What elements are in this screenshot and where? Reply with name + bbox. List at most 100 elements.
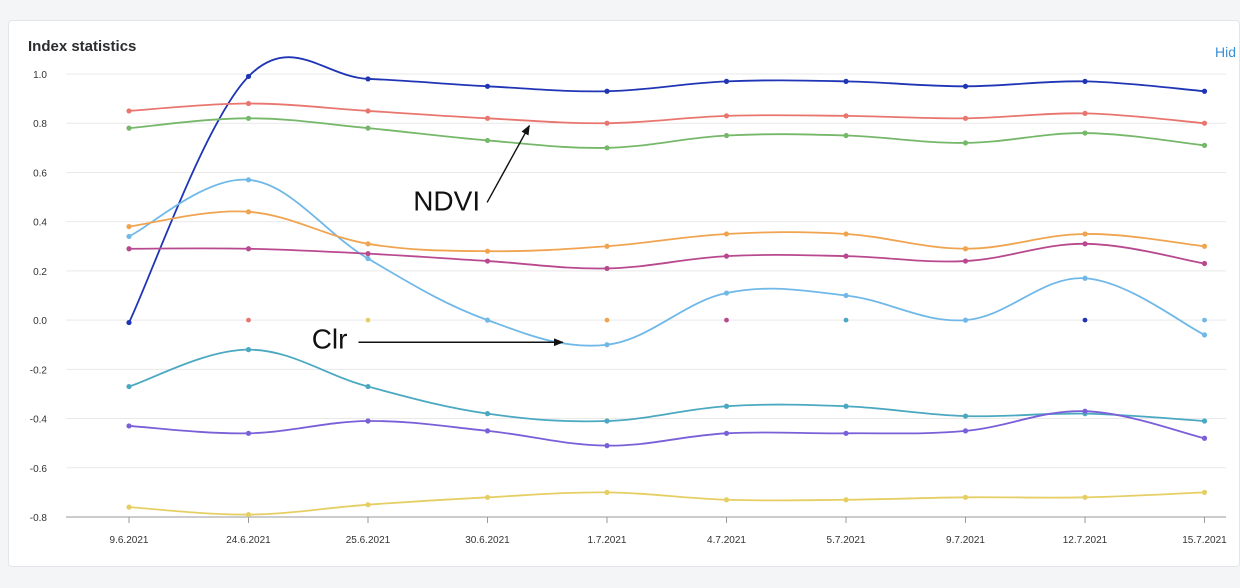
data-point (962, 83, 969, 89)
x-tick-label: 12.7.2021 (1063, 535, 1108, 546)
data-point (484, 137, 491, 144)
zero-marker (843, 317, 849, 323)
data-point (1201, 489, 1208, 495)
data-point (245, 430, 252, 436)
y-tick-label: -0.6 (30, 464, 48, 475)
data-point (1201, 418, 1208, 424)
data-point (245, 209, 252, 215)
x-tick-label: 24.6.2021 (226, 535, 271, 546)
annotation-label: NDVI (413, 185, 480, 216)
data-point (245, 115, 252, 121)
data-point (604, 145, 610, 151)
data-point (484, 115, 491, 121)
data-point (1082, 408, 1088, 414)
data-point (604, 342, 610, 348)
zero-marker (1202, 317, 1207, 323)
annotation-arrow (486, 124, 530, 203)
data-point (484, 411, 491, 417)
data-point (604, 418, 610, 424)
data-point (604, 243, 610, 249)
y-tick-label: 1.0 (33, 70, 47, 81)
data-point (1201, 142, 1208, 148)
series-line (128, 117, 1205, 149)
data-point (962, 317, 969, 323)
x-axis: 9.6.2021 24.6.2021 25.6.2021 30.6.2021 1.7.2… (110, 517, 1227, 546)
x-tick-label: 9.6.2021 (110, 535, 149, 546)
data-point (604, 489, 610, 495)
series-line (128, 348, 1205, 423)
data-point (962, 428, 969, 434)
zero-marker (604, 317, 610, 323)
data-point (962, 246, 969, 252)
x-tick-label: 9.7.2021 (946, 535, 985, 546)
data-point (604, 265, 610, 272)
y-tick-label: -0.4 (30, 415, 48, 426)
data-point (126, 423, 132, 429)
data-point (484, 428, 491, 434)
zero-markers (246, 317, 1207, 323)
data-point (365, 255, 371, 262)
y-tick-label: -0.2 (30, 365, 48, 376)
data-point (245, 177, 252, 183)
data-point (365, 502, 371, 508)
series-line (128, 56, 1205, 323)
data-point (1201, 435, 1208, 441)
data-point (962, 115, 969, 121)
y-tick-label: 0.0 (33, 316, 47, 327)
data-point (484, 248, 491, 254)
data-point (1082, 231, 1088, 237)
zero-marker (246, 317, 251, 323)
data-point (723, 430, 730, 436)
series-line (128, 210, 1205, 253)
data-point (365, 251, 371, 257)
series-line (128, 242, 1205, 270)
data-point (365, 76, 371, 82)
data-point (723, 132, 730, 139)
data-point (126, 319, 132, 326)
data-point (1201, 332, 1208, 338)
x-tick-label: 25.6.2021 (346, 535, 391, 546)
chart-panel (8, 20, 1240, 567)
data-point (245, 246, 252, 252)
data-point (843, 78, 849, 84)
y-tick-label: 0.8 (33, 119, 47, 130)
hide-link[interactable]: Hid (1215, 44, 1237, 60)
series-line (128, 410, 1205, 447)
data-point (365, 125, 371, 131)
data-point (723, 113, 730, 119)
data-point (365, 241, 371, 247)
data-point (1082, 241, 1088, 247)
x-tick-label: 15.7.2021 (1182, 535, 1227, 546)
data-point (484, 494, 491, 500)
data-point (843, 497, 849, 503)
data-point (962, 258, 969, 264)
data-point (723, 78, 730, 84)
data-point (1201, 120, 1208, 126)
data-point (245, 73, 252, 80)
data-point (723, 231, 730, 237)
data-point (604, 120, 610, 126)
y-axis: 1.0 0.8 0.6 0.4 0.2 0.0 -0.2 -0.4 -0.6 -0.8 (30, 70, 48, 524)
data-point (365, 418, 371, 424)
data-point (962, 413, 969, 419)
data-point (843, 430, 849, 436)
data-point (1082, 110, 1088, 116)
series-line (128, 178, 1205, 347)
data-point (126, 246, 132, 252)
data-point (962, 494, 969, 500)
x-tick-label: 1.7.2021 (588, 535, 627, 546)
data-point (126, 504, 132, 510)
data-point (484, 317, 491, 323)
data-point (843, 403, 849, 409)
data-point (126, 223, 132, 230)
data-point (126, 125, 132, 131)
data-point (843, 253, 849, 259)
data-point (723, 290, 730, 296)
series-lines (128, 56, 1205, 516)
data-point (126, 233, 132, 240)
data-point (365, 108, 371, 114)
x-tick-label: 5.7.2021 (827, 535, 866, 546)
data-point (723, 497, 730, 503)
zero-marker (1082, 317, 1088, 323)
